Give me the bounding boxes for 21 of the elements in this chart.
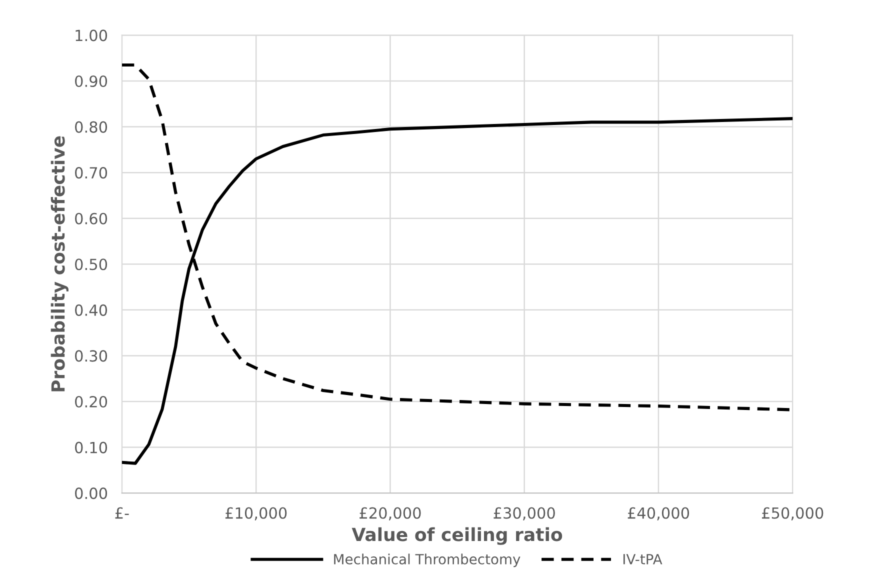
y-tick-label: 0.10 <box>75 442 108 454</box>
x-tick-label: £40,000 <box>628 507 690 520</box>
y-tick-label: 0.40 <box>75 304 108 316</box>
x-tick-label: £- <box>115 507 129 519</box>
legend-label: Mechanical Thrombectomy <box>334 554 520 568</box>
x-axis-title: Value of ceiling ratio <box>352 527 562 545</box>
y-tick-label: 0.80 <box>75 121 108 133</box>
x-tick-label: £30,000 <box>494 507 555 520</box>
legend-label: IV-tPA <box>623 554 662 564</box>
y-axis-title: Probability cost-effective <box>50 136 68 392</box>
y-tick-label: 0.50 <box>75 258 108 270</box>
y-tick-label: 0.30 <box>75 350 108 362</box>
y-tick-label: 0.90 <box>75 75 108 88</box>
y-tick-label: 0.60 <box>75 212 108 224</box>
y-tick-label: 1.00 <box>76 30 108 42</box>
x-tick-label: £20,000 <box>360 507 421 520</box>
y-tick-label: 0.20 <box>75 396 108 408</box>
y-tick-label: 0.70 <box>75 167 108 179</box>
y-tick-label: 0.00 <box>75 488 108 500</box>
x-tick-label: £10,000 <box>225 507 287 520</box>
x-tick-label: £50,000 <box>762 507 824 520</box>
